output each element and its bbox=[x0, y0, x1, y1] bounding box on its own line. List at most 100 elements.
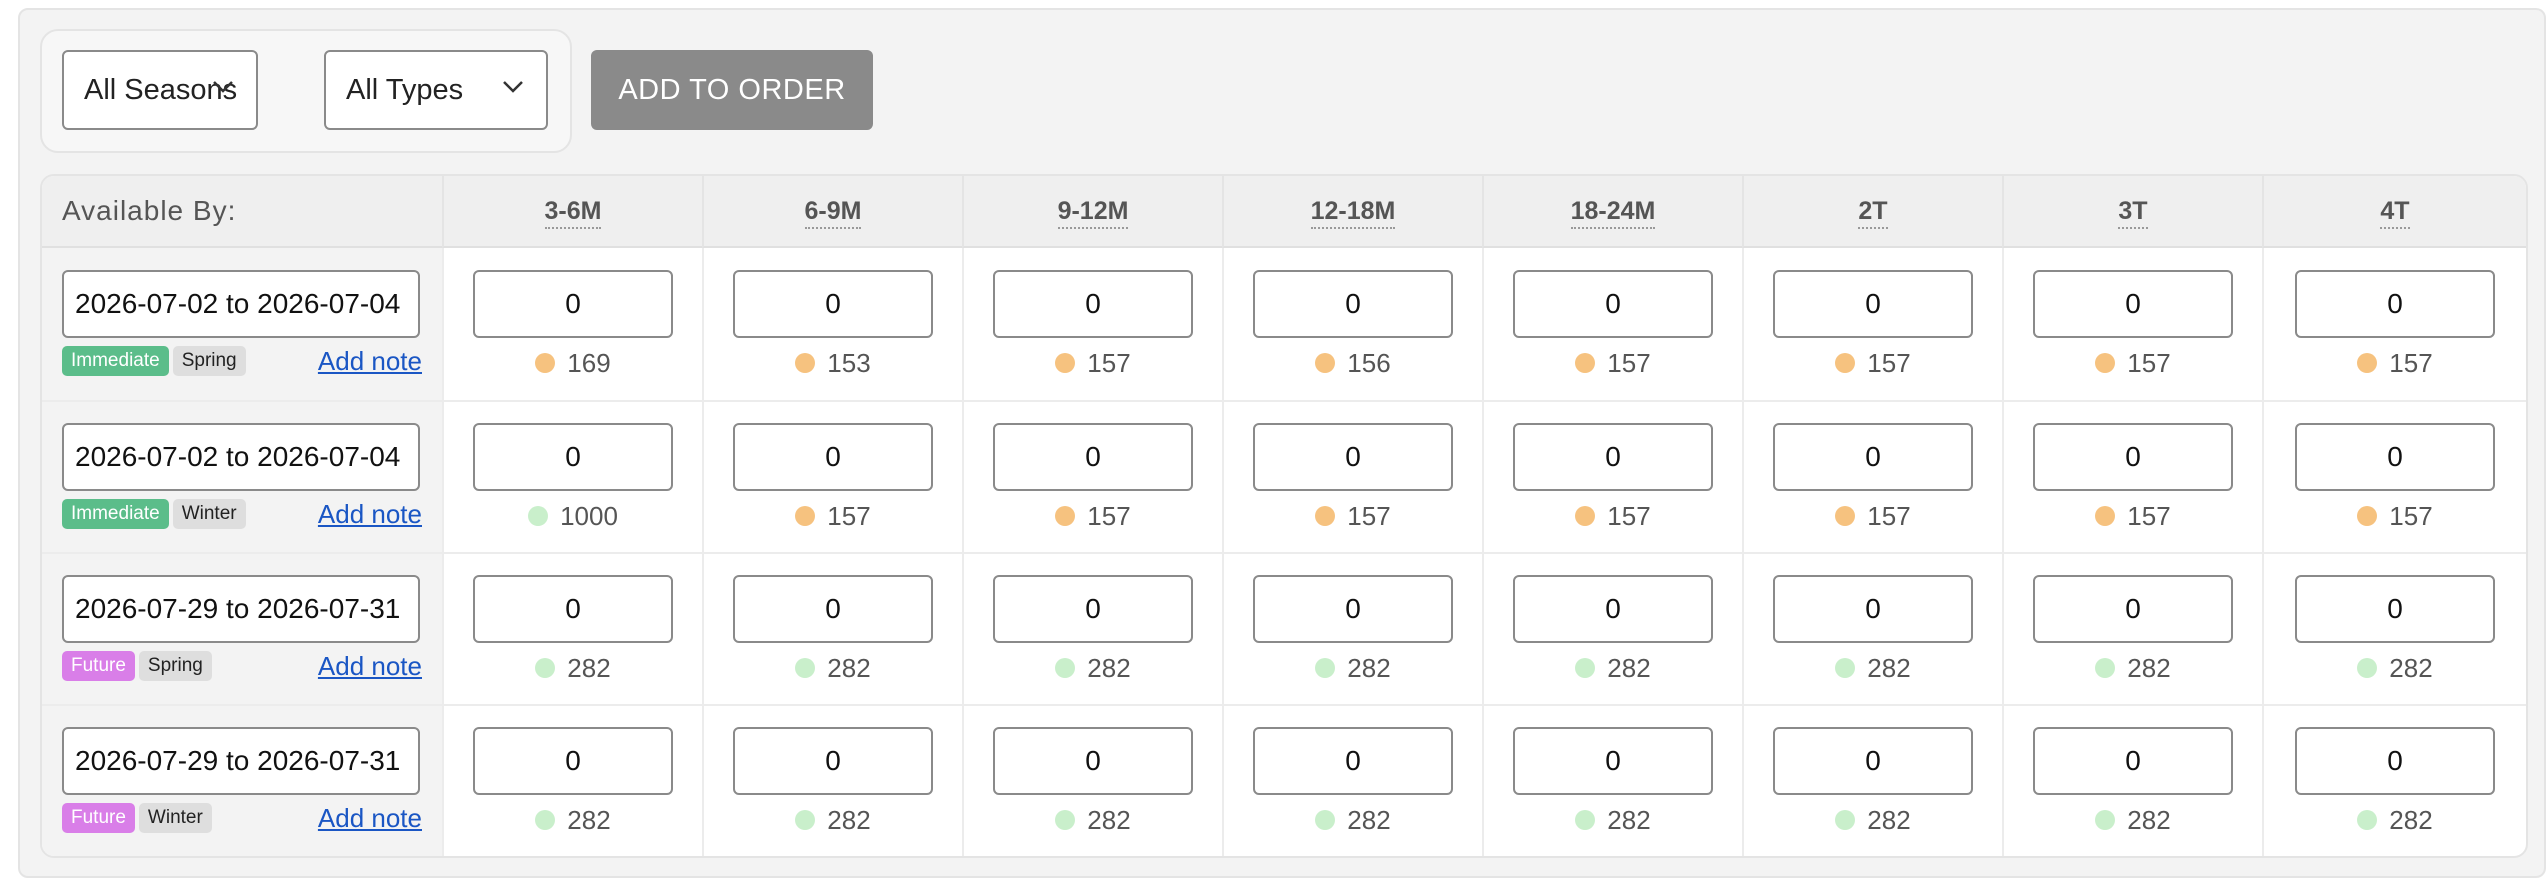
quantity-input[interactable]: 0 bbox=[1773, 269, 1973, 338]
quantity-input[interactable]: 0 bbox=[2033, 574, 2233, 643]
season-badge: Winter bbox=[138, 803, 212, 833]
stock-count: 157 bbox=[964, 501, 1222, 532]
row-meta: Immediate Spring Add note bbox=[62, 344, 422, 378]
size-cell: 0 157 bbox=[1482, 400, 1742, 552]
size-cell: 0 1000 bbox=[442, 400, 702, 552]
stock-value: 157 bbox=[1607, 347, 1651, 378]
quantity-input[interactable]: 0 bbox=[733, 269, 933, 338]
size-column-header: 6-9M bbox=[702, 176, 962, 248]
stock-value: 157 bbox=[1867, 500, 1911, 531]
quantity-input[interactable]: 0 bbox=[1773, 574, 1973, 643]
add-note-link[interactable]: Add note bbox=[317, 498, 422, 529]
status-dot-icon bbox=[1315, 353, 1336, 373]
quantity-input[interactable]: 0 bbox=[993, 574, 1193, 643]
quantity-input[interactable]: 0 bbox=[473, 726, 673, 795]
season-filter-select[interactable]: All Seasons bbox=[62, 50, 258, 130]
status-dot-icon bbox=[1315, 658, 1336, 678]
add-note-link[interactable]: Add note bbox=[317, 345, 422, 376]
quantity-input[interactable]: 0 bbox=[1773, 422, 1973, 491]
status-dot-icon bbox=[1315, 506, 1336, 526]
quantity-input[interactable]: 0 bbox=[1253, 574, 1453, 643]
date-range-input[interactable]: 2026-07-29 to 2026-07-31 bbox=[62, 575, 420, 643]
type-filter-select[interactable]: All Types bbox=[324, 50, 548, 130]
quantity-input[interactable]: 0 bbox=[473, 422, 673, 491]
quantity-input[interactable]: 0 bbox=[2295, 422, 2495, 491]
stock-count: 282 bbox=[2264, 805, 2526, 836]
add-to-order-button[interactable]: ADD TO ORDER bbox=[591, 50, 873, 130]
quantity-input[interactable]: 0 bbox=[2033, 422, 2233, 491]
stock-count: 282 bbox=[444, 805, 702, 836]
quantity-input[interactable]: 0 bbox=[473, 574, 673, 643]
quantity-input[interactable]: 0 bbox=[993, 726, 1193, 795]
table-header-row: Available By: 3-6M 6-9M 9-12M 12-18M 18-… bbox=[42, 176, 2526, 248]
size-label: 9-12M bbox=[1057, 196, 1129, 229]
quantity-input[interactable]: 0 bbox=[993, 269, 1193, 338]
quantity-input[interactable]: 0 bbox=[2295, 574, 2495, 643]
add-note-link[interactable]: Add note bbox=[317, 650, 422, 681]
status-dot-icon bbox=[2357, 353, 2378, 373]
date-range-input[interactable]: 2026-07-02 to 2026-07-04 bbox=[62, 423, 420, 491]
stock-count: 169 bbox=[444, 348, 702, 379]
status-dot-icon bbox=[1055, 810, 1076, 830]
date-range-input[interactable]: 2026-07-29 to 2026-07-31 bbox=[62, 727, 420, 795]
size-cell: 0 282 bbox=[1742, 704, 2002, 856]
stock-value: 282 bbox=[2127, 652, 2171, 683]
size-cell: 0 157 bbox=[2262, 400, 2526, 552]
stock-value: 169 bbox=[567, 347, 611, 378]
quantity-input[interactable]: 0 bbox=[733, 574, 933, 643]
status-dot-icon bbox=[2095, 658, 2116, 678]
quantity-input[interactable]: 0 bbox=[1513, 269, 1713, 338]
status-dot-icon bbox=[535, 353, 556, 373]
quantity-input[interactable]: 0 bbox=[2295, 726, 2495, 795]
stock-value: 153 bbox=[827, 347, 871, 378]
quantity-input[interactable]: 0 bbox=[1513, 726, 1713, 795]
quantity-input[interactable]: 0 bbox=[2295, 269, 2495, 338]
quantity-input[interactable]: 0 bbox=[473, 269, 673, 338]
size-cell: 0 282 bbox=[702, 552, 962, 704]
status-dot-icon bbox=[2095, 353, 2116, 373]
size-cell: 0 157 bbox=[702, 400, 962, 552]
status-dot-icon bbox=[2095, 506, 2116, 526]
size-cell: 0 282 bbox=[442, 704, 702, 856]
quantity-input[interactable]: 0 bbox=[2033, 269, 2233, 338]
stock-value: 157 bbox=[2127, 347, 2171, 378]
availability-badge: Future bbox=[62, 803, 135, 833]
stock-count: 157 bbox=[2264, 348, 2526, 379]
size-cell: 0 157 bbox=[1742, 400, 2002, 552]
size-cell: 0 157 bbox=[962, 248, 1222, 400]
stock-count: 282 bbox=[1484, 653, 1742, 684]
status-dot-icon bbox=[2357, 658, 2378, 678]
stock-value: 282 bbox=[1347, 804, 1391, 835]
quantity-input[interactable]: 0 bbox=[1253, 422, 1453, 491]
availability-cell: 2026-07-29 to 2026-07-31 Future Spring Add … bbox=[42, 552, 442, 704]
stock-value: 282 bbox=[2127, 804, 2171, 835]
size-cell: 0 282 bbox=[962, 552, 1222, 704]
chevron-down-icon bbox=[503, 81, 523, 93]
availability-badge: Immediate bbox=[62, 346, 169, 376]
size-cell: 0 157 bbox=[1482, 248, 1742, 400]
size-label: 4T bbox=[2380, 196, 2410, 229]
quantity-input[interactable]: 0 bbox=[1253, 726, 1453, 795]
quantity-input[interactable]: 0 bbox=[1253, 269, 1453, 338]
stock-count: 282 bbox=[1224, 805, 1482, 836]
size-cell: 0 157 bbox=[2002, 400, 2262, 552]
quantity-input[interactable]: 0 bbox=[993, 422, 1193, 491]
stock-count: 157 bbox=[2004, 501, 2262, 532]
stock-value: 282 bbox=[1087, 804, 1131, 835]
stock-value: 282 bbox=[827, 652, 871, 683]
add-note-link[interactable]: Add note bbox=[317, 802, 422, 833]
size-cell: 0 157 bbox=[1742, 248, 2002, 400]
size-column-header: 3-6M bbox=[442, 176, 702, 248]
date-range-input[interactable]: 2026-07-02 to 2026-07-04 bbox=[62, 270, 420, 338]
quantity-input[interactable]: 0 bbox=[733, 422, 933, 491]
quantity-input[interactable]: 0 bbox=[1513, 422, 1713, 491]
quantity-input[interactable]: 0 bbox=[1773, 726, 1973, 795]
stock-count: 157 bbox=[2264, 501, 2526, 532]
quantity-input[interactable]: 0 bbox=[1513, 574, 1713, 643]
quantity-input[interactable]: 0 bbox=[733, 726, 933, 795]
stock-count: 157 bbox=[1224, 501, 1482, 532]
stock-value: 157 bbox=[1087, 347, 1131, 378]
stock-count: 157 bbox=[704, 501, 962, 532]
quantity-input[interactable]: 0 bbox=[2033, 726, 2233, 795]
size-cell: 0 282 bbox=[1482, 704, 1742, 856]
